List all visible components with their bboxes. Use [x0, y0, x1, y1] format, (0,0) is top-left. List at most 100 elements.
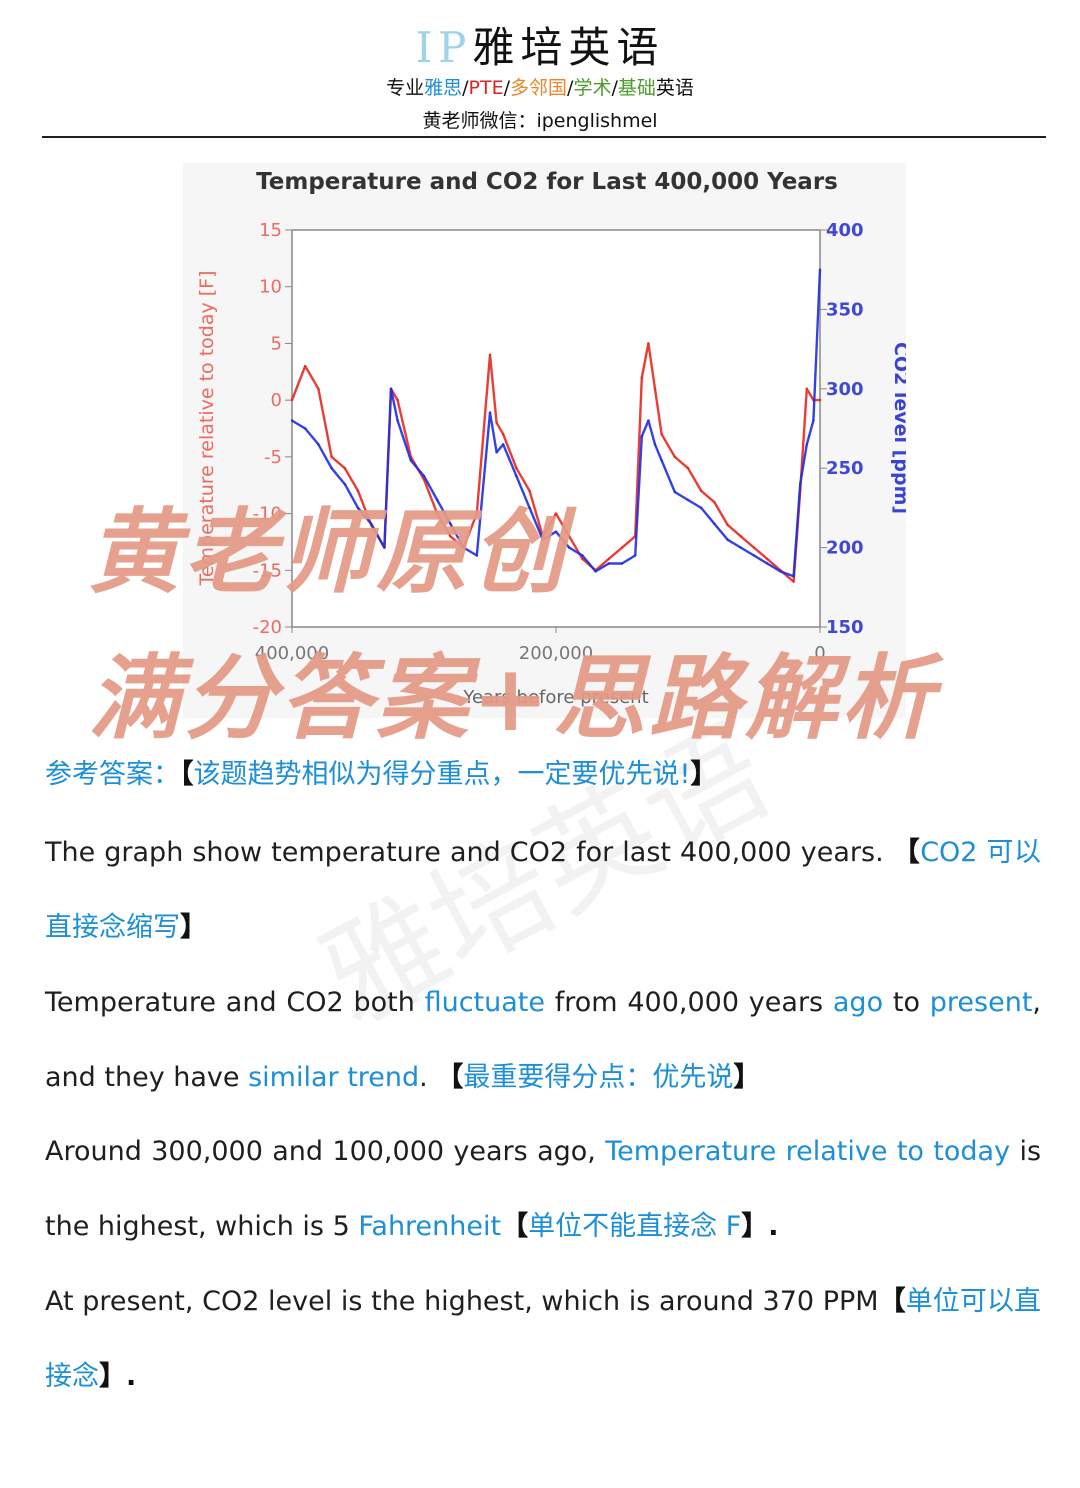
p2-text: to — [883, 987, 930, 1018]
contact-line: 黄老师微信：ipenglishmel — [422, 110, 658, 132]
data-point-co2 — [752, 554, 756, 557]
chart-svg: Temperature and CO2 for Last 400,000 Yea… — [196, 169, 906, 708]
data-point-temperature — [475, 512, 478, 515]
sub-sep: / — [462, 77, 469, 99]
bracket: 】. — [741, 1211, 779, 1242]
data-point-temperature — [330, 455, 333, 459]
data-point-temperature — [805, 387, 808, 390]
service-line: 专业雅思/PTE/多邻国/学术/基础英语 — [0, 73, 1080, 100]
data-point-temperature — [647, 342, 650, 345]
right-tick-label: 250 — [826, 458, 864, 479]
p2-keyword-ago: ago — [832, 987, 884, 1018]
overlay-title-answer: 满分答案+思路解析 — [88, 645, 938, 752]
data-point-temperature — [752, 546, 756, 549]
sub-sep: / — [611, 77, 618, 99]
data-point-temperature — [436, 512, 439, 515]
x-tick-label: 0 — [814, 643, 825, 664]
right-tick-label: 300 — [826, 379, 864, 400]
data-point-co2 — [726, 538, 729, 541]
data-point-temperature — [581, 557, 584, 561]
data-point-temperature — [568, 535, 571, 538]
bracket: 】 — [690, 759, 718, 790]
data-point-co2 — [409, 459, 412, 462]
data-point-co2 — [620, 562, 624, 565]
sub-pte: PTE — [468, 77, 504, 99]
data-point-co2 — [541, 538, 544, 541]
logo-ip: IP — [415, 23, 473, 72]
p3-text: is the highest, which is 5 — [45, 1136, 1042, 1242]
data-point-co2 — [343, 482, 346, 486]
p3-text: Around 300,000 and 100,000 years ago, — [45, 1136, 606, 1167]
data-point-co2 — [673, 490, 676, 494]
p2-text: from 400,000 years — [544, 987, 833, 1018]
left-axis: 15 10 5 0 -5 -10 -15 -20 — [253, 220, 292, 638]
data-point-temperature — [739, 535, 742, 538]
bracket: 】 — [180, 912, 207, 943]
left-tick-label: 5 — [271, 333, 282, 354]
p1-note: CO2 可以直接念缩写 — [45, 837, 1041, 943]
data-point-co2 — [779, 570, 782, 573]
data-point-co2 — [475, 554, 478, 557]
data-point-co2 — [766, 562, 769, 565]
bracket: 】 — [733, 1062, 761, 1093]
data-point-co2 — [330, 467, 333, 470]
answer-paragraph-1: The graph show temperature and CO2 for l… — [45, 815, 1041, 965]
left-tick-label: 15 — [259, 220, 282, 241]
series-layer — [290, 268, 822, 583]
data-point-temperature — [290, 398, 294, 402]
data-point-temperature — [686, 467, 690, 470]
left-tick-label: -10 — [253, 504, 282, 525]
data-point-co2 — [799, 482, 802, 486]
data-point-co2 — [396, 419, 399, 422]
plot-area — [291, 229, 821, 628]
data-point-co2 — [653, 443, 657, 446]
sub-sep: / — [503, 77, 511, 99]
data-point-temperature — [343, 467, 346, 470]
p1-text: The graph show temperature and CO2 for l… — [45, 837, 884, 868]
data-point-co2 — [528, 506, 531, 510]
data-point-temperature — [502, 433, 505, 436]
bracket: 】. — [99, 1361, 137, 1392]
p4-text: At present, CO2 level is the highest, wh… — [45, 1286, 879, 1317]
answer-heading-label: 参考答案： — [45, 759, 180, 790]
data-point-co2 — [488, 411, 492, 414]
data-point-co2 — [812, 419, 815, 422]
sub-sep: / — [567, 77, 574, 99]
data-point-temperature — [766, 557, 769, 561]
x-axis: 400,000 200,000 0 — [255, 627, 826, 664]
data-point-temperature — [607, 557, 610, 561]
data-point-co2 — [554, 530, 558, 533]
data-point-co2 — [317, 443, 320, 446]
sub-basic: 基础 — [617, 77, 656, 99]
data-point-temperature — [356, 489, 360, 493]
data-point-co2 — [370, 522, 373, 525]
data-point-co2 — [389, 387, 393, 390]
data-point-temperature — [726, 523, 729, 527]
data-point-co2 — [304, 427, 307, 430]
data-point-co2 — [647, 419, 650, 422]
data-point-co2 — [383, 546, 386, 549]
chart-title: Temperature and CO2 for Last 400,000 Yea… — [256, 169, 838, 195]
data-point-temperature — [515, 467, 518, 470]
p2-keyword-similar: similar trend — [248, 1062, 420, 1093]
data-point-co2 — [713, 522, 716, 525]
data-point-temperature — [660, 433, 663, 436]
answer-heading: 参考答案：【该题趋势相似为得分重点，一定要优先说!】 — [45, 755, 717, 795]
data-point-temperature — [495, 421, 498, 424]
sub-ielts: 雅思 — [424, 77, 463, 99]
bracket: 【 — [501, 1211, 529, 1242]
bracket: 【 — [892, 837, 921, 868]
data-point-co2 — [640, 435, 643, 438]
sub-academic: 学术 — [573, 77, 612, 99]
data-point-co2 — [290, 419, 294, 422]
data-point-co2 — [581, 554, 584, 557]
data-point-co2 — [422, 474, 426, 478]
data-point-co2 — [502, 443, 505, 446]
x-tick-label: 200,000 — [519, 643, 593, 664]
data-point-co2 — [568, 546, 571, 549]
data-point-co2 — [792, 575, 795, 578]
data-point-temperature — [528, 489, 531, 493]
header-divider — [42, 136, 1046, 138]
answer-paragraph-4: At present, CO2 level is the highest, wh… — [45, 1264, 1041, 1414]
p3-keyword-relative: Temperature relative to today — [605, 1136, 1011, 1167]
